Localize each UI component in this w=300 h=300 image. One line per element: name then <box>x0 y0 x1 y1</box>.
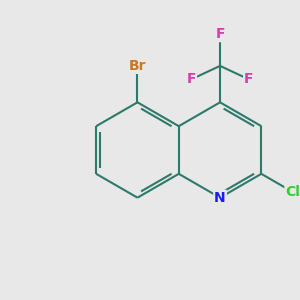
Text: Br: Br <box>129 59 146 73</box>
Text: F: F <box>215 27 225 41</box>
Text: F: F <box>244 72 254 86</box>
Text: F: F <box>187 72 196 86</box>
Text: N: N <box>214 191 226 205</box>
Text: Cl: Cl <box>285 185 300 199</box>
